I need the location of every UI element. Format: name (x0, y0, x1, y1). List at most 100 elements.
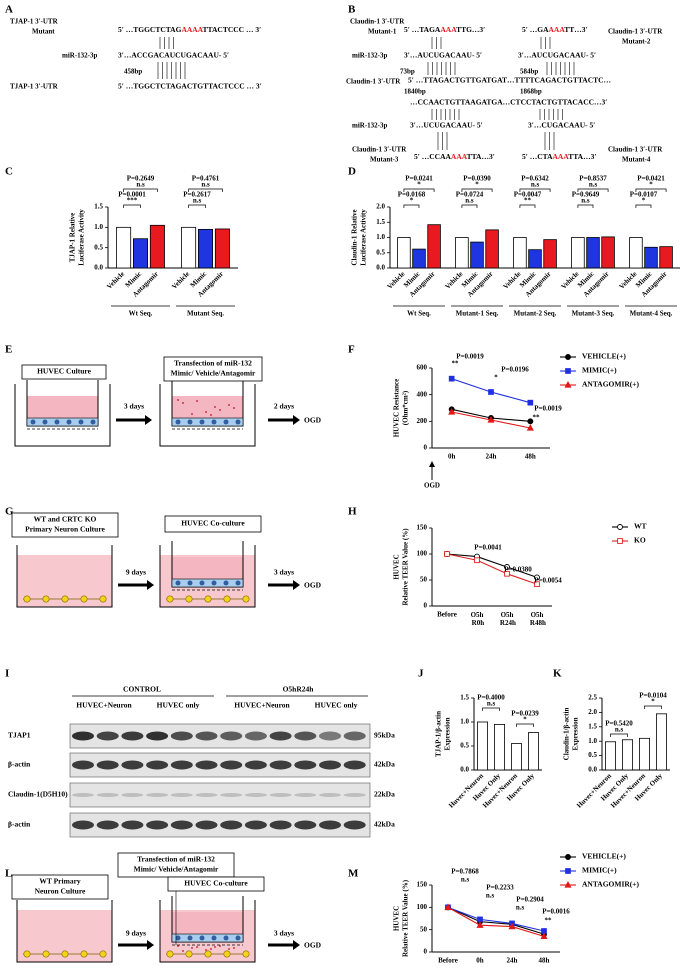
panel-label: J (418, 668, 424, 680)
point (527, 399, 534, 406)
x-tick-label: Vehicle (618, 270, 639, 291)
bracket (461, 188, 493, 192)
label: OGD (304, 941, 322, 950)
panel-label: M (348, 868, 359, 880)
band (269, 760, 292, 770)
label: 2 days (274, 402, 294, 411)
mutated-bases: AAA (451, 152, 468, 161)
arrow-head (145, 415, 152, 425)
significance: n.s (487, 700, 496, 708)
bar (485, 229, 499, 269)
label: Claudin-1 3′-UTR (608, 28, 663, 36)
endothelial-cell (175, 419, 181, 425)
bar (571, 237, 585, 269)
panel-label: G (5, 506, 14, 518)
sequence-part: TTA…3′ (467, 152, 495, 161)
label: 5′ …TGGCTCTAGACTGTTACTCCC … 3′ (118, 82, 262, 91)
label: 95kDa (374, 731, 395, 740)
oligo (177, 399, 179, 401)
y-tick-label: 0.0 (94, 264, 103, 272)
bar (659, 246, 673, 269)
legend-label: ANTAGOMIR(+) (582, 880, 640, 889)
endothelial-cell (235, 419, 241, 425)
significance: n.s (615, 726, 624, 734)
label: O5hR24h (283, 685, 315, 694)
annotation: P=0.0380 (504, 566, 532, 574)
label: WT Primary (39, 877, 81, 886)
band (121, 731, 144, 741)
insert-medium (172, 557, 243, 579)
annotation: ** (452, 360, 460, 368)
band (319, 731, 341, 741)
annotation: P=0.2233 (486, 884, 514, 892)
label: 5′ …TTAGACTGTTGATGAT…TTTTCAGACTGTTACTC… (408, 76, 611, 85)
label: HUVEC Co-culture (181, 519, 245, 528)
y-tick-label: 150 (417, 524, 428, 532)
y-axis-label: Claudin-1 Relative (351, 209, 359, 265)
y-tick-label: 200 (417, 417, 428, 425)
oligo (191, 413, 193, 415)
band (343, 820, 366, 830)
group-label: Mutant Seq. (187, 310, 224, 318)
label: HUVEC Co-culture (184, 879, 248, 888)
y-tick-label: 1.5 (460, 694, 469, 702)
endothelial-cell (223, 935, 229, 941)
line (446, 553, 538, 578)
insert-medium (172, 912, 243, 934)
text-box (117, 852, 235, 878)
oligo (214, 406, 216, 408)
label: 42kDa (374, 820, 395, 829)
annotation: P=0.7868 (451, 868, 479, 876)
band (319, 793, 341, 797)
label: 22kDa (374, 790, 395, 799)
bar (427, 224, 441, 269)
annotation: * (494, 374, 498, 382)
membrane (171, 417, 244, 427)
p-value: P=0.0390 (463, 175, 491, 183)
neuron (23, 595, 31, 603)
point (504, 564, 510, 570)
bracket (123, 188, 158, 192)
label: HUVEC+Neuron (76, 701, 132, 710)
p-value: P=0.5420 (605, 720, 633, 728)
endothelial-cell (235, 935, 241, 941)
band (72, 820, 94, 830)
label: 3′…UCUGACAAU- 5′ (410, 121, 483, 130)
band (72, 793, 94, 797)
annotation: n.s (486, 892, 495, 900)
point (444, 551, 450, 557)
arrow-head (293, 580, 300, 590)
bar (470, 241, 484, 269)
bracket (519, 188, 551, 192)
bracket (577, 188, 609, 192)
legend-marker (564, 381, 572, 388)
y-axis-label: (Ohm*cm²) (402, 390, 410, 425)
bracket (123, 204, 141, 208)
neuron (204, 595, 212, 603)
label: Claudin-1 3′-UTR (346, 78, 401, 86)
x-tick-label: 0h (476, 957, 484, 965)
bar (656, 713, 668, 771)
neuron (185, 595, 193, 603)
y-tick-label: 50 (420, 925, 428, 933)
point (534, 574, 540, 581)
y-tick-label: 0.0 (376, 264, 385, 272)
endothelial-cell (223, 580, 229, 586)
bar (149, 224, 165, 269)
label: 3′…CUGACAAU- 5′ (528, 121, 595, 130)
legend-label: VEHICLE(+) (582, 852, 626, 861)
band (220, 820, 243, 830)
bar (528, 732, 540, 771)
oligo (219, 945, 221, 947)
point (527, 418, 534, 425)
bracket (403, 188, 435, 192)
x-tick-label: Before (438, 957, 458, 965)
arrow-head (147, 940, 154, 950)
point (448, 375, 455, 382)
p-value: P=0.0168 (398, 191, 426, 199)
well (14, 384, 111, 447)
bracket (403, 204, 420, 208)
band (269, 820, 292, 830)
label: Claudin-1 3′-UTR (350, 18, 405, 26)
